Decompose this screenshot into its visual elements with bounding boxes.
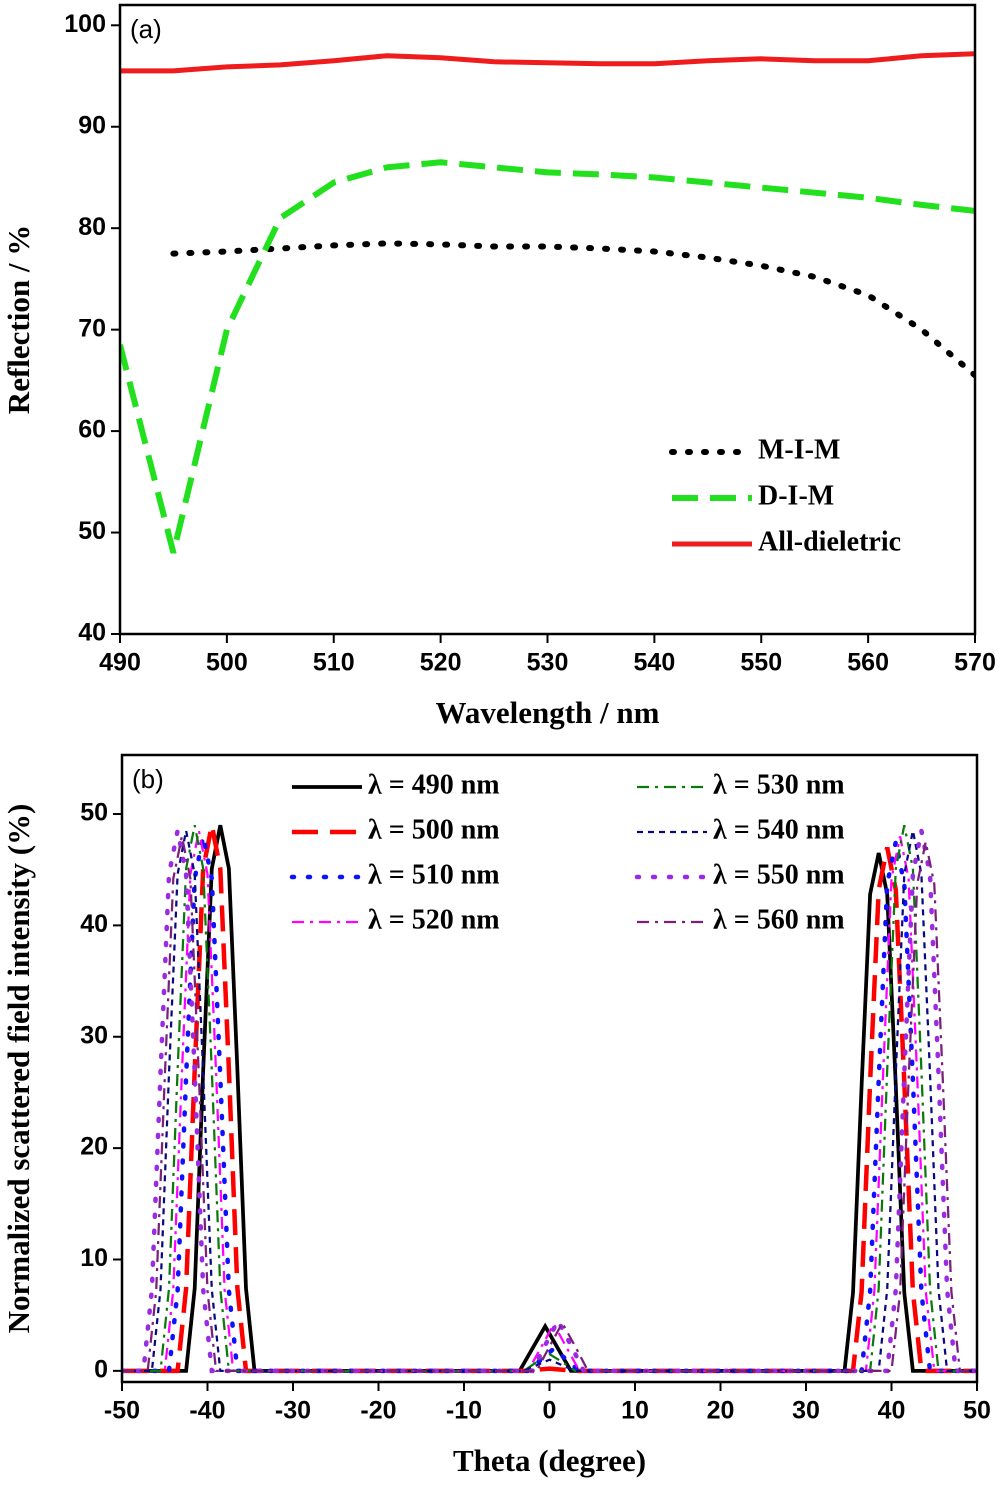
series-line xyxy=(120,159,975,554)
y-tick-label: 30 xyxy=(80,1021,108,1049)
x-tick-label: 550 xyxy=(740,649,782,677)
x-tick-label: 570 xyxy=(954,649,996,677)
plot-area xyxy=(120,51,975,554)
legend-label: λ = 530 nm xyxy=(713,769,845,800)
x-tick-label: -10 xyxy=(446,1397,482,1425)
series-line xyxy=(122,824,977,1373)
series-line xyxy=(122,830,977,1374)
panel-label: (b) xyxy=(132,764,164,794)
y-tick-label: 40 xyxy=(78,619,106,647)
series-line xyxy=(122,830,977,1373)
x-tick-label: 10 xyxy=(621,1397,649,1425)
legend-label: λ = 520 nm xyxy=(368,904,500,935)
y-tick-label: 10 xyxy=(80,1244,108,1272)
y-tick-label: 70 xyxy=(78,314,106,342)
y-tick-label: 20 xyxy=(80,1133,108,1161)
y-tick-label: 100 xyxy=(64,10,106,38)
y-tick-label: 90 xyxy=(78,111,106,139)
legend-label: λ = 550 nm xyxy=(713,859,845,890)
y-tick-label: 60 xyxy=(78,416,106,444)
legend-label: λ = 510 nm xyxy=(368,859,500,890)
series-line xyxy=(122,836,977,1373)
x-tick-label: 0 xyxy=(543,1397,557,1425)
x-tick-label: 500 xyxy=(206,649,248,677)
x-tick-label: 540 xyxy=(634,649,676,677)
y-tick-label: 50 xyxy=(80,799,108,827)
series-line xyxy=(120,51,975,74)
x-tick-label: 20 xyxy=(707,1397,735,1425)
legend-label: λ = 560 nm xyxy=(713,904,845,935)
x-axis-title: Theta (degree) xyxy=(453,1443,646,1478)
legend-label: All-dieletric xyxy=(758,526,901,557)
plot-frame xyxy=(118,3,977,636)
x-tick-label: 520 xyxy=(420,649,462,677)
x-tick-label: 40 xyxy=(878,1397,906,1425)
x-tick-label: -30 xyxy=(275,1397,311,1425)
legend-label: D-I-M xyxy=(758,480,834,511)
plot-frame xyxy=(120,753,979,1384)
x-axis-title: Wavelength / nm xyxy=(436,695,660,730)
legend-label: λ = 500 nm xyxy=(368,814,500,845)
legend-label: λ = 540 nm xyxy=(713,814,845,845)
y-tick-label: 50 xyxy=(78,517,106,545)
series-line xyxy=(122,835,977,1374)
y-axis-title: Reflection / % xyxy=(1,225,36,414)
series-line xyxy=(170,240,975,379)
y-tick-label: 0 xyxy=(94,1355,108,1383)
series-line xyxy=(122,824,977,1374)
plot-area xyxy=(122,824,977,1374)
panel-label: (a) xyxy=(130,14,162,44)
x-tick-label: -40 xyxy=(189,1397,225,1425)
legend-label: M-I-M xyxy=(758,434,840,465)
x-tick-label: 530 xyxy=(527,649,569,677)
x-tick-label: -50 xyxy=(104,1397,140,1425)
y-tick-label: 80 xyxy=(78,213,106,241)
y-axis-title: Normalized scattered field intensity (%) xyxy=(1,804,36,1334)
x-tick-label: 510 xyxy=(313,649,355,677)
x-tick-label: 490 xyxy=(99,649,141,677)
x-tick-label: -20 xyxy=(360,1397,396,1425)
x-tick-label: 560 xyxy=(847,649,889,677)
x-tick-label: 50 xyxy=(963,1397,991,1425)
series-line xyxy=(122,824,977,1373)
series-line xyxy=(122,830,977,1373)
y-tick-label: 40 xyxy=(80,910,108,938)
legend-label: λ = 490 nm xyxy=(368,769,500,800)
x-tick-label: 30 xyxy=(792,1397,820,1425)
